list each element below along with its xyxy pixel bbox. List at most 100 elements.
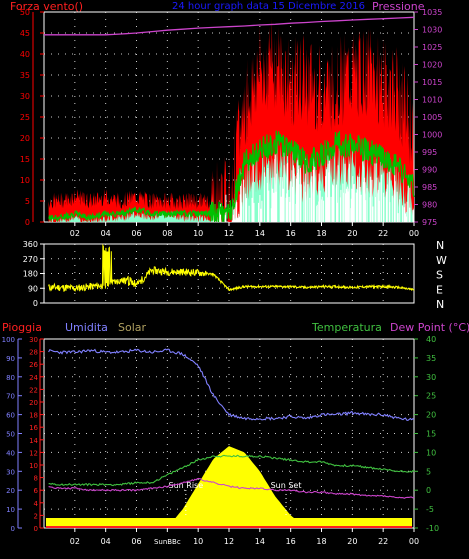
y2-tick-label: 990 [422,166,437,175]
x-tick-label: 20 [347,537,357,546]
humidity-tick-label: 40 [6,449,15,457]
rain-tick-label: 2 [34,512,38,520]
x-tick-label: 12 [224,229,234,238]
wind-pressure-panel: 02 04 06 08 10 12 14 16 18 20 22 000510152025303540… [20,8,443,238]
compass-label: E [436,283,443,296]
y-tick-label: 0 [25,218,30,227]
rain-base-strip [46,518,412,528]
y-tick-label: 20 [20,134,30,143]
y-tick-label: 40 [20,50,30,59]
y2-tick-label: 1020 [422,61,442,70]
y2-tick-label: 1025 [422,43,442,52]
humidity-tick-label: 50 [6,431,15,439]
y-tick-label: 90 [28,284,38,293]
rain-tick-label: 12 [29,449,38,457]
temperature-series [48,454,415,487]
x-tick-label: 06 [131,537,141,546]
y-tick-label: 10 [20,176,30,185]
rain-tick-label: 28 [29,349,38,357]
x-tick-label: 16 [286,229,296,238]
dew-point-label: Dew Point (°C) [390,321,469,334]
x-tick-label: 00 [409,229,419,238]
rain-tick-label: 20 [29,399,38,407]
y2-tick-label: 1010 [422,96,442,105]
compass-label: W [436,254,447,267]
y-tick-label: 270 [23,255,38,264]
sunrise-label: Sun Rise [169,481,204,490]
y2-tick-label: 985 [422,183,437,192]
x-tick-label: 00 [409,537,419,546]
y-tick-label: 15 [20,155,30,164]
x-tick-label: 02 [70,229,80,238]
rain-tick-label: 18 [29,412,38,420]
y2-tick-label: 1005 [422,113,442,122]
x-tick-label: 04 [101,537,111,546]
humidity-tick-label: 0 [11,525,15,533]
solar-label: Solar [118,321,147,334]
x-tick-label: 12 [224,537,234,546]
humidity-tick-label: 60 [6,412,15,420]
rain-tick-label: 0 [34,525,38,533]
rain-tick-label: 16 [29,424,38,432]
rain-tick-label: 4 [34,500,39,508]
temperature-tick-label: 30 [426,373,436,382]
x-tick-label: 20 [347,229,357,238]
x-tick-label: 06 [131,229,141,238]
x-tick-label: 22 [378,537,388,546]
x-tick-label: SunBBc [154,538,181,546]
compass-label: S [436,269,443,282]
y-tick-label: 360 [23,240,38,249]
rain-humidity-temperature-panel: 0102030405060708090100024681012141618202… [2,335,439,546]
compass-label: N [436,239,444,252]
temperature-tick-label: 0 [426,486,431,495]
y2-tick-label: 980 [422,201,437,210]
rain-tick-label: 26 [29,361,38,369]
rain-tick-label: 24 [29,374,38,382]
humidity-tick-label: 10 [6,506,15,514]
humidity-tick-label: 80 [6,374,15,382]
dew-point-series [48,477,415,499]
y2-tick-label: 1015 [422,78,442,87]
rain-label: Pioggia [2,321,42,334]
temperature-label: Temperatura [311,321,382,334]
x-tick-label: 16 [286,537,296,546]
rain-tick-label: 6 [34,487,39,495]
solar-series [44,446,414,528]
y2-tick-label: 975 [422,218,437,227]
temperature-tick-label: 20 [426,411,436,420]
rain-tick-label: 8 [34,475,38,483]
sunset-label: Sun Set [271,481,302,490]
x-tick-label: 14 [255,229,265,238]
rain-tick-label: 30 [29,336,38,344]
temperature-tick-label: -10 [426,524,439,533]
temperature-tick-label: 35 [426,354,436,363]
wind-min-series [213,154,415,222]
x-tick-label: 08 [162,229,172,238]
x-tick-label: 14 [255,537,265,546]
x-tick-label: 04 [101,229,111,238]
y-tick-label: 45 [20,29,30,38]
y-tick-label: 180 [23,270,38,279]
chart-title: 24 hour graph data 15 Dicembre 2016 [172,1,365,12]
x-tick-label: 10 [193,537,203,546]
y-tick-label: 35 [20,71,30,80]
temperature-tick-label: -5 [426,505,434,514]
humidity-tick-label: 20 [6,487,15,495]
compass-label: N [436,298,444,311]
x-tick-label: 22 [378,229,388,238]
humidity-tick-label: 90 [6,355,15,363]
temperature-tick-label: 40 [426,335,436,344]
x-tick-label: 10 [193,229,203,238]
humidity-series [48,348,415,421]
pressure-label: Pressione [372,0,425,13]
x-tick-label: 02 [70,537,80,546]
y2-tick-label: 995 [422,148,437,157]
humidity-tick-label: 70 [6,393,15,401]
humidity-tick-label: 30 [6,468,15,476]
x-tick-label: 18 [316,537,326,546]
rain-tick-label: 22 [29,386,38,394]
temperature-tick-label: 10 [426,448,436,457]
temperature-tick-label: 5 [426,467,431,476]
